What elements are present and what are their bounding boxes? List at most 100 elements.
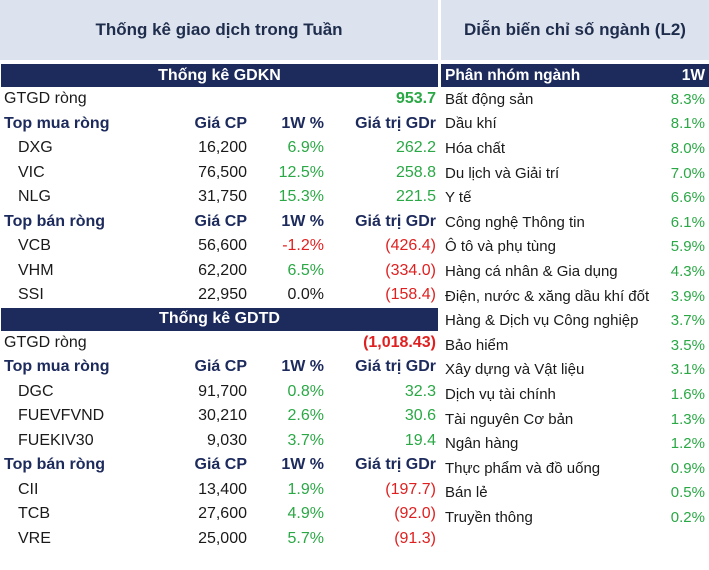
price: 56,600 (198, 237, 247, 255)
table-row: VIC 76,500 12.5% 258.8 (0, 161, 438, 186)
price: 22,950 (198, 286, 247, 304)
right-title: Diễn biến chỉ số ngành (L2) (441, 0, 709, 60)
header-name: Top bán ròng (4, 212, 106, 230)
sector-pct: 0.5% (670, 484, 705, 502)
header-name: Top mua ròng (4, 114, 110, 132)
pct: 12.5% (278, 163, 324, 181)
price: 76,500 (198, 163, 247, 181)
sector-name: Bất động sản (445, 90, 534, 108)
gdtd-gtgd-label: GTGD ròng (4, 333, 87, 351)
sector-pct: 8.1% (670, 115, 705, 133)
sector-row: Truyền thông 0.2% (441, 505, 709, 530)
table-row: FUEVFVND 30,210 2.6% 30.6 (0, 404, 438, 429)
table-row: VRE 25,000 5.7% (91.3) (0, 527, 438, 552)
sector-header-bar: Phân nhóm ngành 1W (441, 64, 709, 87)
table-row: FUEKIV30 9,030 3.7% 19.4 (0, 429, 438, 454)
gdkn-buy-header: Top mua ròng Giá CP 1W % Giá trị GDr (0, 112, 438, 137)
pct: 4.9% (287, 505, 324, 523)
pct: 0.0% (287, 286, 324, 304)
sector-pct: 1.3% (670, 410, 705, 428)
sector-name: Dịch vụ tài chính (445, 385, 556, 403)
gdkn-sell-header: Top bán ròng Giá CP 1W % Giá trị GDr (0, 210, 438, 235)
sector-name: Thực phẩm và đồ uống (445, 459, 601, 477)
header-pct: 1W % (281, 212, 324, 230)
ticker: FUEVFVND (18, 407, 105, 425)
sector-name: Hàng & Dịch vụ Công nghiệp (445, 312, 639, 330)
header-pct: 1W % (281, 114, 324, 132)
sector-pct: 7.0% (670, 164, 705, 182)
sector-row: Xây dựng và Vật liệu 3.1% (441, 358, 709, 383)
pct: 0.8% (287, 382, 324, 400)
sector-row: Y tế 6.6% (441, 185, 709, 210)
sector-row: Du lịch và Giải trí 7.0% (441, 161, 709, 186)
ticker: SSI (18, 286, 44, 304)
header-val: Giá trị GDr (355, 358, 436, 376)
sector-pct: 6.6% (670, 189, 705, 207)
header-price: Giá CP (194, 358, 247, 376)
sector-pct: 1.2% (670, 435, 705, 453)
value: 221.5 (395, 188, 436, 206)
sector-row: Tài nguyên Cơ bản 1.3% (441, 407, 709, 432)
ticker: VHM (18, 261, 54, 279)
gdtd-title-bar: Thống kê GDTD (1, 307, 438, 331)
price: 62,200 (198, 261, 247, 279)
sector-list: Bất động sản 8.3% Dầu khí 8.1% Hóa chất 8.0% D… (441, 87, 709, 530)
price: 30,210 (198, 407, 247, 425)
sector-name: Truyền thông (445, 508, 533, 526)
sector-row: Bán lẻ 0.5% (441, 481, 709, 506)
sector-row: Ô tô và phụ tùng 5.9% (441, 235, 709, 260)
header-price: Giá CP (194, 212, 247, 230)
ticker: DXG (18, 139, 53, 157)
price: 25,000 (198, 529, 247, 547)
value: 258.8 (395, 163, 436, 181)
ticker: FUEKIV30 (18, 431, 94, 449)
table-row: DXG 16,200 6.9% 262.2 (0, 136, 438, 161)
price: 31,750 (198, 188, 247, 206)
header-price: Giá CP (194, 114, 247, 132)
sector-name: Tài nguyên Cơ bản (445, 410, 574, 428)
sector-name: Bán lẻ (445, 484, 488, 502)
header-pct: 1W % (281, 358, 324, 376)
sector-name: Điện, nước & xăng dầu khí đốt (445, 287, 650, 305)
left-title: Thống kê giao dịch trong Tuần (0, 0, 438, 60)
table-row: VCB 56,600 -1.2% (426.4) (0, 234, 438, 259)
header-pct: 1W % (281, 456, 324, 474)
sector-name: Dầu khí (445, 115, 497, 133)
sector-pct: 8.0% (670, 139, 705, 157)
price: 91,700 (198, 382, 247, 400)
price: 27,600 (198, 505, 247, 523)
gdkn-gtgd-label: GTGD ròng (4, 90, 87, 108)
sector-name: Ngân hàng (445, 435, 519, 453)
sector-row: Thực phẩm và đồ uống 0.9% (441, 456, 709, 481)
sector-row: Hàng cá nhân & Gia dụng 4.3% (441, 259, 709, 284)
sector-pct: 4.3% (670, 262, 705, 280)
header-name: Top bán ròng (4, 456, 106, 474)
gdtd-gtgd-row: GTGD ròng (1,018.43) (0, 331, 438, 356)
sector-pct: 8.3% (670, 90, 705, 108)
sector-pct: 0.9% (670, 459, 705, 477)
sector-name: Công nghệ Thông tin (445, 213, 585, 231)
sector-row: Điện, nước & xăng dầu khí đốt 3.9% (441, 284, 709, 309)
header-price: Giá CP (194, 456, 247, 474)
ticker: CII (18, 480, 39, 498)
sector-pct: 0.2% (670, 508, 705, 526)
sector-row: Dầu khí 8.1% (441, 112, 709, 137)
sector-row: Ngân hàng 1.2% (441, 431, 709, 456)
sector-name: Y tế (445, 189, 472, 207)
pct: 15.3% (278, 188, 324, 206)
sector-name: Bảo hiểm (445, 336, 509, 354)
sector-pct: 3.9% (670, 287, 705, 305)
pct: -1.2% (282, 237, 324, 255)
pct: 6.5% (287, 261, 324, 279)
sector-header-pct: 1W (681, 66, 705, 84)
weekly-trading-panel: Thống kê giao dịch trong Tuần Thống kê G… (0, 0, 438, 552)
sector-pct: 6.1% (670, 213, 705, 231)
table-row: SSI 22,950 0.0% (158.4) (0, 283, 438, 308)
sector-pct: 3.7% (670, 312, 705, 330)
sector-header-name: Phân nhóm ngành (445, 66, 581, 84)
sector-name: Du lịch và Giải trí (445, 164, 560, 182)
ticker: NLG (18, 188, 51, 206)
value: (92.0) (394, 505, 436, 523)
sector-pct: 3.1% (670, 361, 705, 379)
sector-row: Bảo hiểm 3.5% (441, 333, 709, 358)
